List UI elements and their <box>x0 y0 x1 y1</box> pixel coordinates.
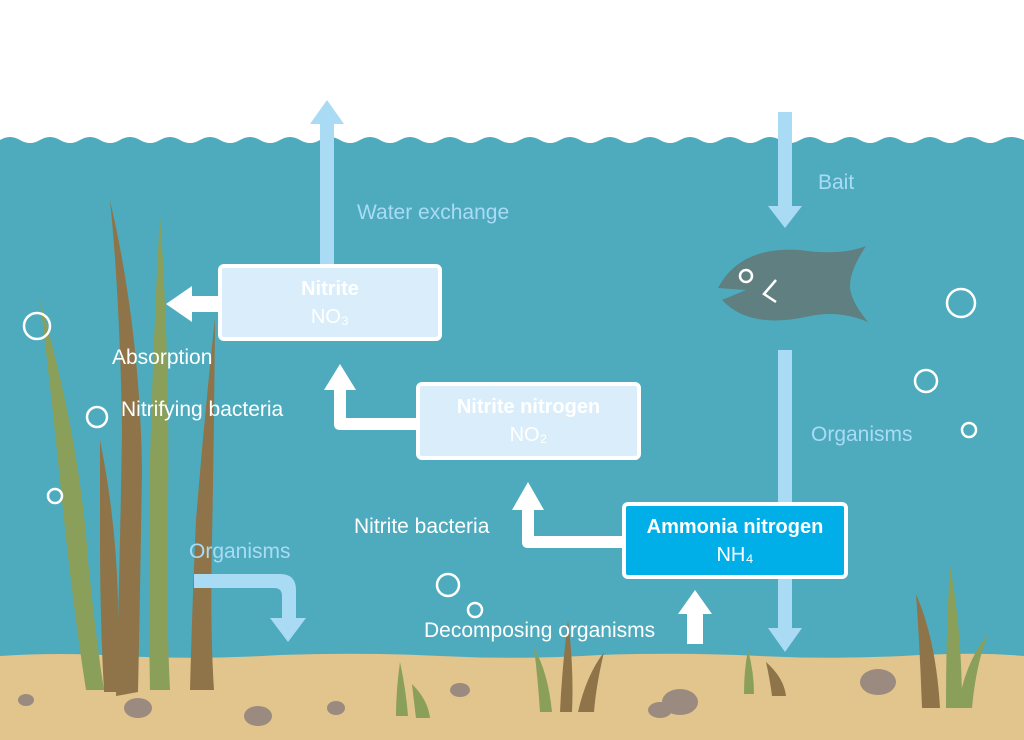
bait-label: Bait <box>818 171 855 194</box>
nitrite-nitrogen-box: Nitrite nitrogen NO₂ <box>416 382 641 460</box>
bubble-icon <box>22 287 978 619</box>
decomposing-organisms-arrow <box>678 590 712 644</box>
ammonia-nitrogen-box-formula: NH₄ <box>716 544 754 566</box>
bait-arrow <box>768 112 802 228</box>
nitrifying-bacteria-arrow <box>324 364 420 430</box>
stone-icon <box>18 669 896 726</box>
absorption-arrow <box>166 286 222 322</box>
nitrite-bacteria-label: Nitrite bacteria <box>354 515 490 538</box>
seagrass-icon <box>40 200 215 696</box>
water-exchange-label: Water exchange <box>357 201 510 224</box>
organisms-right-label: Organisms <box>811 423 913 446</box>
organisms-bend-arrow <box>194 574 306 642</box>
organisms-left-label: Organisms <box>189 540 291 563</box>
seagrass-icon <box>396 620 604 718</box>
nitrifying-bacteria-label: Nitrifying bacteria <box>121 398 284 421</box>
absorption-label: Absorption <box>112 346 213 369</box>
fish-icon <box>718 246 868 322</box>
ammonia-nitrogen-box-title: Ammonia nitrogen <box>646 516 824 538</box>
nitrite-nitrogen-box-title: Nitrite nitrogen <box>456 396 601 418</box>
nitrite-box-formula: NO₃ <box>310 306 350 328</box>
water-exchange-arrow <box>310 100 344 268</box>
nitrite-bacteria-arrow <box>512 482 628 548</box>
seagrass-icon <box>744 566 988 708</box>
nitrite-box: Nitrite NO₃ <box>218 264 442 341</box>
nitrite-nitrogen-box-formula: NO₂ <box>509 424 548 446</box>
decomposing-organisms-label: Decomposing organisms <box>424 619 656 642</box>
ammonia-nitrogen-box: Ammonia nitrogen NH₄ <box>622 502 848 579</box>
nitrite-box-title: Nitrite <box>301 278 359 300</box>
